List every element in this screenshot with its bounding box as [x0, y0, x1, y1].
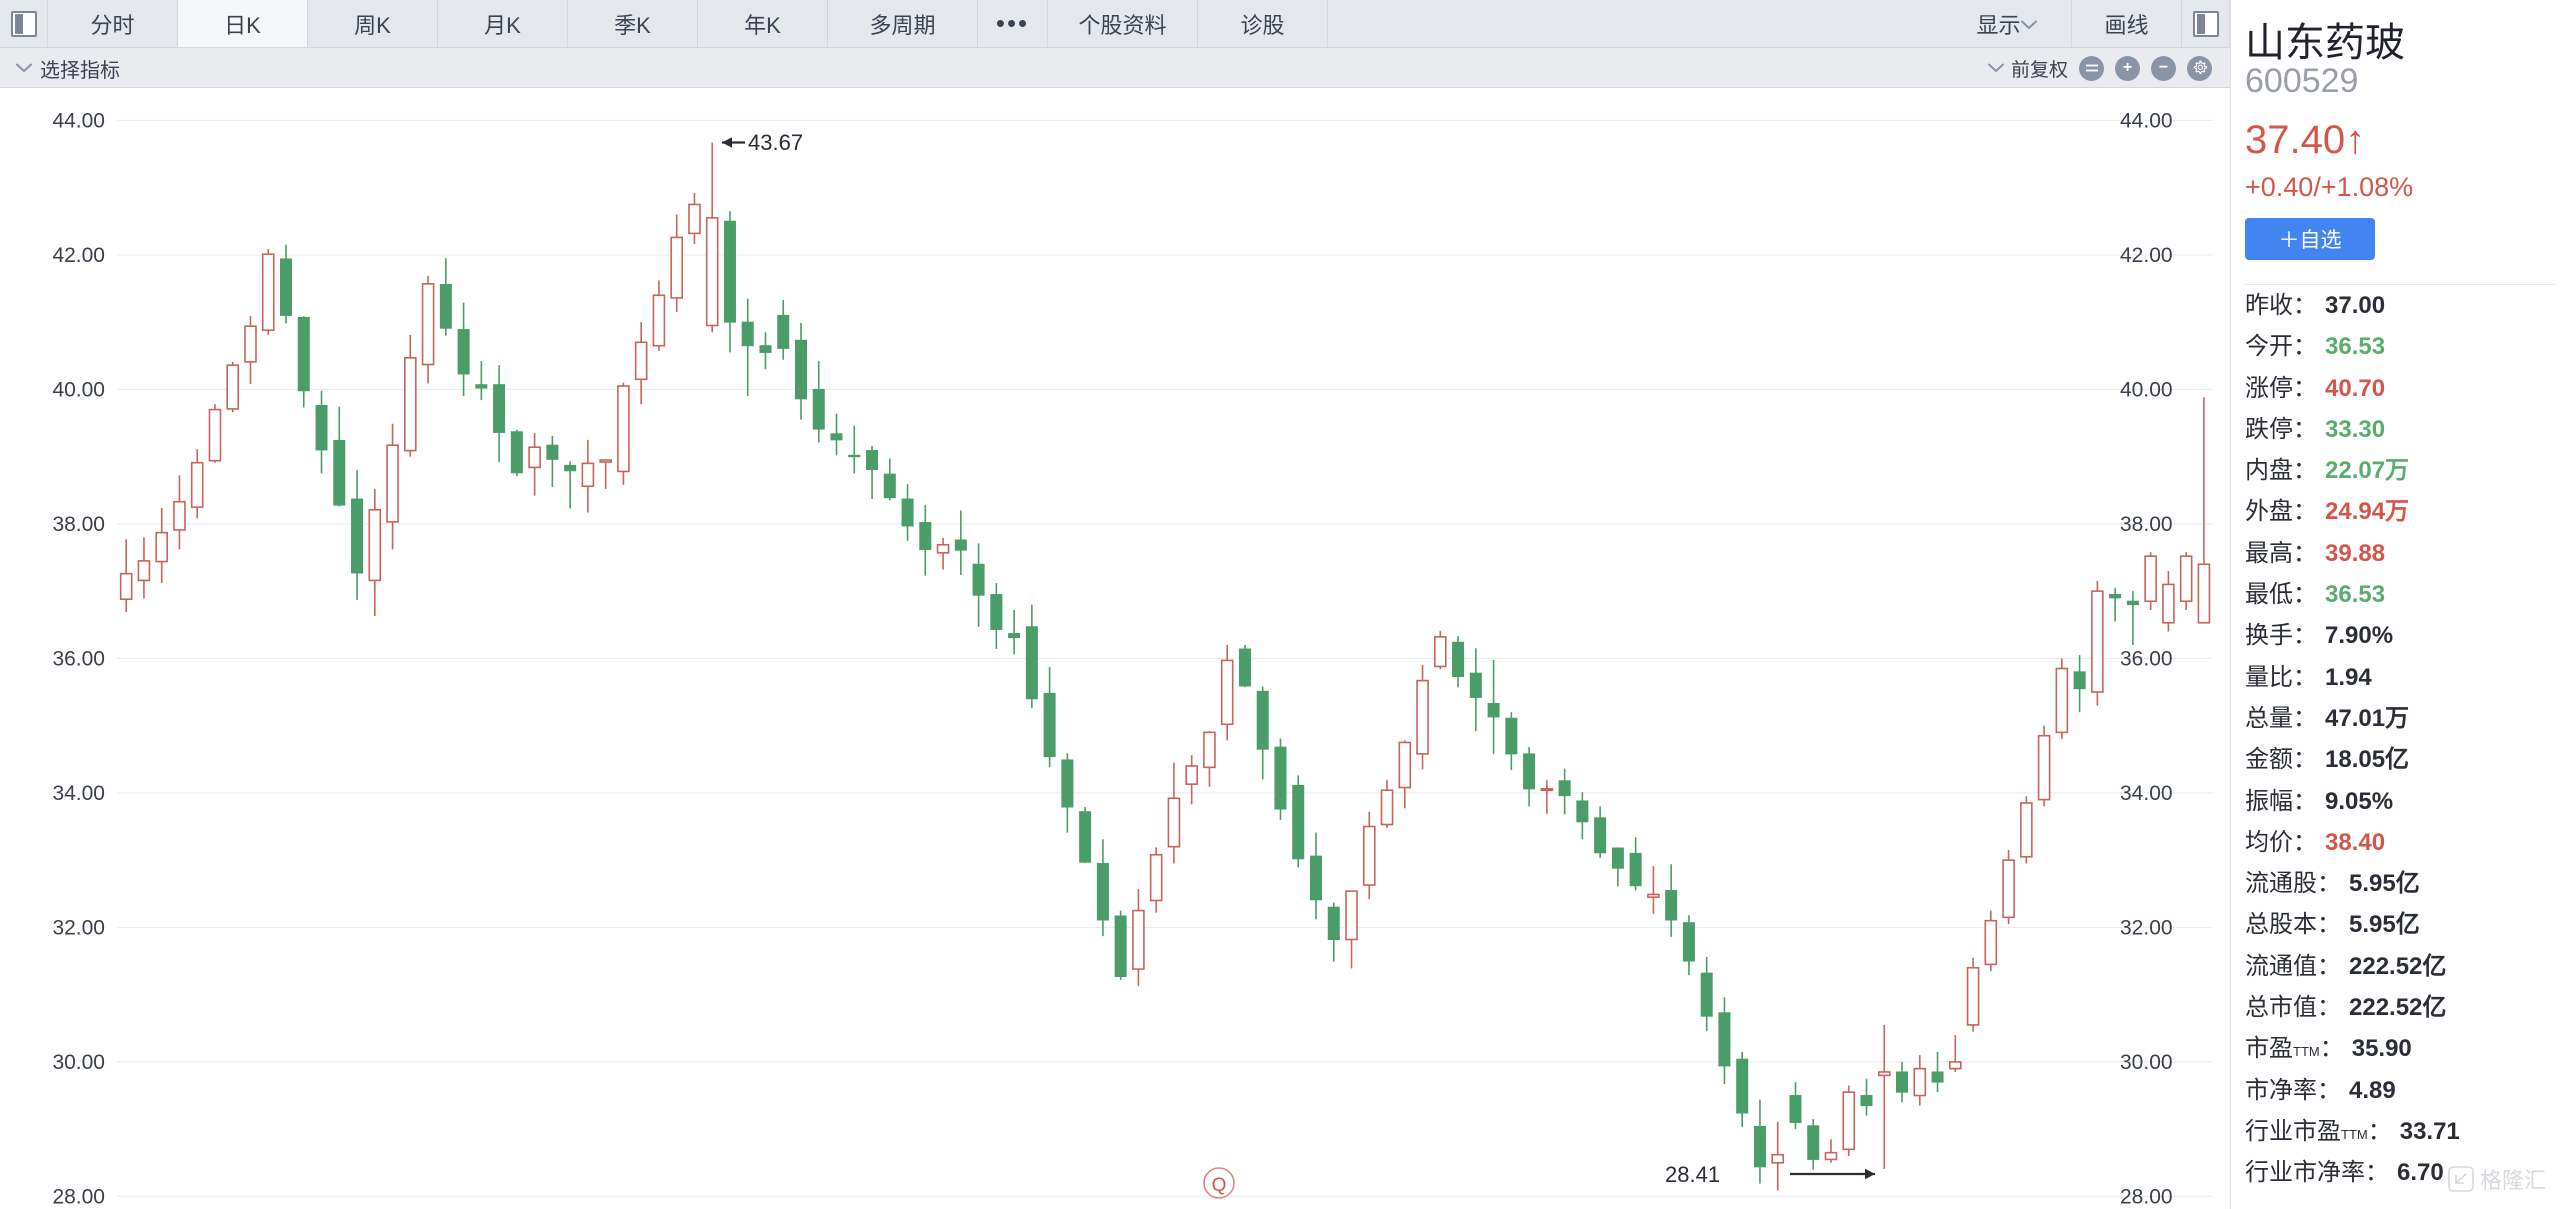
svg-text:34.00: 34.00 [52, 782, 105, 805]
svg-text:36.00: 36.00 [2120, 647, 2173, 670]
svg-text:Q: Q [1212, 1175, 1227, 1196]
svg-text:28.00: 28.00 [2120, 1185, 2173, 1208]
svg-text:44.00: 44.00 [52, 109, 105, 132]
svg-text:32.00: 32.00 [52, 916, 105, 939]
svg-text:36.00: 36.00 [52, 647, 105, 670]
svg-text:32.00: 32.00 [2120, 916, 2173, 939]
svg-text:42.00: 42.00 [52, 244, 105, 267]
svg-text:42.00: 42.00 [2120, 244, 2173, 267]
svg-text:43.67: 43.67 [748, 130, 803, 155]
svg-text:30.00: 30.00 [52, 1051, 105, 1074]
svg-text:28.41: 28.41 [1665, 1162, 1720, 1187]
svg-text:44.00: 44.00 [2120, 109, 2173, 132]
svg-text:38.00: 38.00 [52, 513, 105, 536]
svg-text:40.00: 40.00 [52, 378, 105, 401]
svg-text:34.00: 34.00 [2120, 782, 2173, 805]
svg-text:30.00: 30.00 [2120, 1051, 2173, 1074]
svg-text:38.00: 38.00 [2120, 513, 2173, 536]
svg-text:40.00: 40.00 [2120, 378, 2173, 401]
svg-text:28.00: 28.00 [52, 1185, 105, 1208]
